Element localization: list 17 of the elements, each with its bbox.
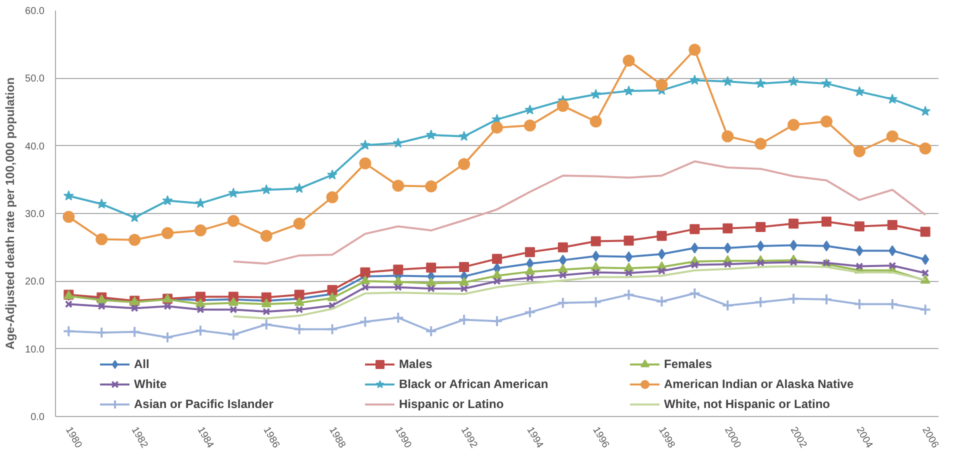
y-tick-label: 0.0	[30, 412, 45, 423]
legend-label: Males	[399, 357, 434, 371]
legend-label: Asian or Pacific Islander	[134, 397, 274, 411]
y-tick-label: 60.0	[25, 6, 45, 17]
legend-label: White, not Hispanic or Latino	[664, 397, 831, 411]
y-tick-label: 40.0	[25, 141, 45, 152]
y-tick-label: 30.0	[25, 209, 45, 220]
y-tick-label: 10.0	[25, 344, 45, 356]
legend-label: White	[134, 377, 168, 391]
y-tick-label: 50.0	[25, 74, 45, 85]
legend-label: All	[134, 357, 150, 371]
y-axis-title: Age-Adjusted death rate per 100,000 population	[3, 77, 18, 350]
legend-label: Hispanic or Latino	[399, 397, 505, 411]
y-tick-label: 20.0	[25, 276, 45, 288]
legend-label: American Indian or Alaska Native	[664, 377, 855, 391]
legend-label: Females	[664, 357, 714, 371]
legend-label: Black or African American	[399, 377, 550, 391]
